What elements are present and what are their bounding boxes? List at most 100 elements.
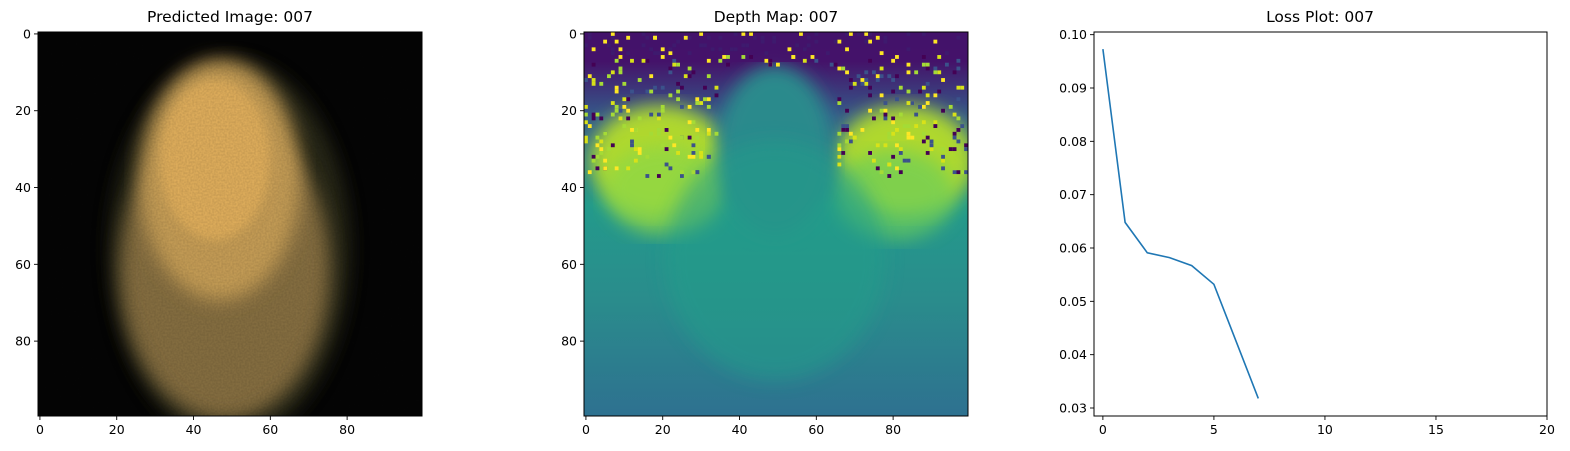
depth-pixel (660, 85, 665, 90)
depth-pixel (964, 147, 968, 152)
depth-pixel (668, 66, 673, 71)
depth-pixel (845, 139, 849, 144)
x-tick-label: 0 (36, 422, 44, 437)
depth-pixel (637, 151, 642, 155)
depth-pixel (956, 58, 961, 63)
depth-pixel (906, 70, 911, 75)
x-tick-label: 60 (262, 422, 278, 437)
depth-pixel (587, 35, 592, 40)
depth-pixel (614, 166, 619, 171)
depth-map-axes: 0 20 40 60 80 0 20 40 60 80 (561, 26, 901, 437)
depth-pixel (937, 55, 942, 59)
depth-pixel (610, 70, 615, 75)
depth-pixel (691, 120, 696, 125)
depth-pixel (584, 104, 588, 109)
depth-pixel (687, 74, 692, 79)
depth-pixel (918, 104, 922, 109)
depth-pixel (906, 158, 911, 163)
depth-pixel (695, 128, 700, 132)
depth-pixel (687, 35, 692, 40)
depth-pixel (956, 97, 961, 102)
depth-pixel (641, 58, 646, 63)
depth-pixel (618, 70, 623, 75)
loss-plot-frame (1093, 31, 1548, 417)
depth-pixel (960, 124, 965, 128)
depth-pixel (837, 131, 842, 136)
x-tick-label: 0 (582, 422, 590, 437)
depth-pixel (925, 62, 930, 67)
depth-pixel (956, 170, 961, 175)
depth-pixel (668, 135, 673, 140)
x-tick-label: 80 (885, 422, 901, 437)
depth-pixel (741, 43, 746, 48)
x-tick-label: 10 (1317, 422, 1333, 437)
depth-map-panel: Depth Map: 007 0 20 40 60 80 0 20 40 60 80 (561, 8, 969, 437)
loss-plot-title: Loss Plot: 007 (1266, 8, 1374, 26)
depth-pixel (964, 170, 968, 175)
depth-pixel (660, 108, 665, 113)
depth-pixel (776, 62, 780, 67)
depth-pixel (837, 101, 842, 105)
depth-pixel (814, 39, 819, 44)
depth-pixel (906, 135, 911, 140)
depth-pixel (610, 51, 615, 56)
depth-pixel (921, 85, 926, 90)
depth-pixel (607, 74, 611, 79)
depth-pixel (672, 58, 677, 63)
depth-pixel (802, 58, 807, 63)
depth-pixel (829, 62, 834, 67)
depth-pixel (653, 35, 657, 40)
depth-pixel (799, 32, 803, 36)
depth-pixel (933, 93, 938, 98)
depth-pixel (768, 58, 773, 63)
depth-pixel (875, 166, 880, 171)
depth-pixel (921, 120, 926, 125)
depth-pixel (584, 43, 588, 48)
depth-pixel (941, 78, 945, 82)
depth-pixel (837, 154, 842, 159)
depth-pixel (595, 112, 600, 117)
depth-pixel (610, 32, 615, 36)
y-tick-label: 0.04 (1059, 347, 1087, 362)
depth-pixel (914, 112, 919, 117)
depth-pixel (952, 112, 957, 117)
depth-pixel (929, 139, 934, 144)
depth-pixel (921, 104, 926, 109)
depth-pixel (864, 78, 869, 82)
predicted-image-title: Predicted Image: 007 (147, 8, 313, 26)
depth-pixel (706, 74, 711, 79)
depth-pixel (610, 35, 615, 40)
depth-pixel (883, 112, 888, 117)
depth-pixel (760, 39, 765, 44)
depth-pixel (660, 104, 665, 109)
depth-pixel (614, 89, 619, 94)
y-tick-label: 0.08 (1059, 134, 1087, 149)
y-tick-label: 20 (561, 103, 577, 118)
depth-pixel (703, 43, 707, 48)
x-tick-label: 80 (339, 422, 355, 437)
depth-pixel (618, 66, 623, 71)
depth-pixel (841, 66, 846, 71)
depth-pixel (960, 170, 965, 175)
y-tick-label: 80 (561, 334, 577, 349)
depth-pixel (810, 55, 815, 59)
depth-pixel (749, 32, 753, 36)
predicted-image-raster (38, 32, 422, 416)
depth-pixel (848, 78, 853, 82)
depth-pixel (941, 158, 945, 163)
depth-pixel (872, 116, 876, 121)
depth-pixel (875, 143, 880, 148)
depth-pixel (630, 128, 634, 132)
depth-pixel (584, 120, 588, 125)
depth-pixel (714, 131, 719, 136)
depth-pixel (933, 66, 938, 71)
depth-pixel (845, 124, 849, 128)
depth-pixel (941, 147, 945, 152)
depth-pixel (848, 131, 853, 136)
depth-pixel (637, 147, 642, 152)
depth-pixel (883, 116, 888, 121)
depth-pixel (879, 170, 884, 175)
depth-pixel (841, 151, 846, 155)
depth-pixel (856, 74, 861, 79)
